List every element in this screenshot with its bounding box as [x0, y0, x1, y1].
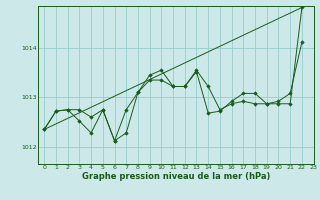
X-axis label: Graphe pression niveau de la mer (hPa): Graphe pression niveau de la mer (hPa) — [82, 172, 270, 181]
